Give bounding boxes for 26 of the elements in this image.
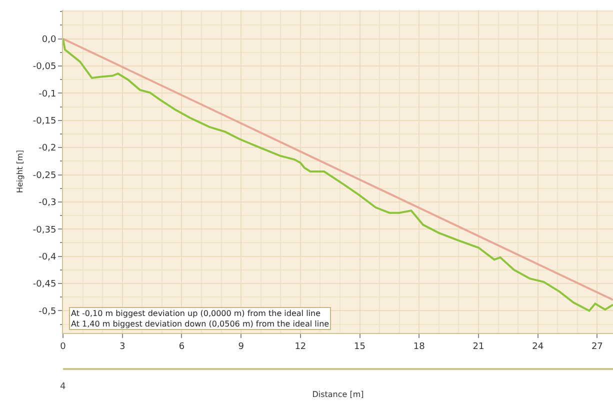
x-tick-label: 24 xyxy=(532,342,544,352)
x-tick-label: 9 xyxy=(238,342,244,352)
x-tick-label: 0 xyxy=(60,342,66,352)
y-tick-label: 0,0 xyxy=(42,34,56,45)
y-tick-label: -0,2 xyxy=(38,144,56,154)
x-axis-title: Distance [m] xyxy=(312,390,364,399)
y-tick-label: -0,4 xyxy=(38,252,56,262)
x-tick-label: 27 xyxy=(591,342,603,352)
annotation: At 1,40 m biggest deviation down (0,0506 m) from the ideal line xyxy=(71,319,330,328)
text: 4 xyxy=(60,382,66,392)
y-tick-label: -0,1 xyxy=(38,89,56,100)
x-tick-label: 3 xyxy=(119,342,126,352)
y-tick-label: -0,35 xyxy=(32,225,56,236)
y-tick-label: -0,45 xyxy=(32,280,56,290)
x-tick-label: 6 xyxy=(178,342,185,352)
x-tick-label: 15 xyxy=(354,342,366,352)
y-tick-label: -0,25 xyxy=(32,170,56,181)
x-tick-label: 21 xyxy=(472,342,484,352)
annotation: At -0,10 m biggest deviation up (0,0000 m) from the ideal line xyxy=(71,309,321,318)
x-tick-label: 18 xyxy=(413,342,426,352)
y-tick-label: -0,05 xyxy=(32,62,56,72)
y-tick-label: -0,5 xyxy=(38,306,56,317)
y-tick-label: -0,3 xyxy=(38,198,56,208)
y-tick-label: -0,15 xyxy=(32,116,56,127)
y-axis-title: Height [m] xyxy=(16,150,25,194)
x-tick-label: 12 xyxy=(294,342,306,352)
